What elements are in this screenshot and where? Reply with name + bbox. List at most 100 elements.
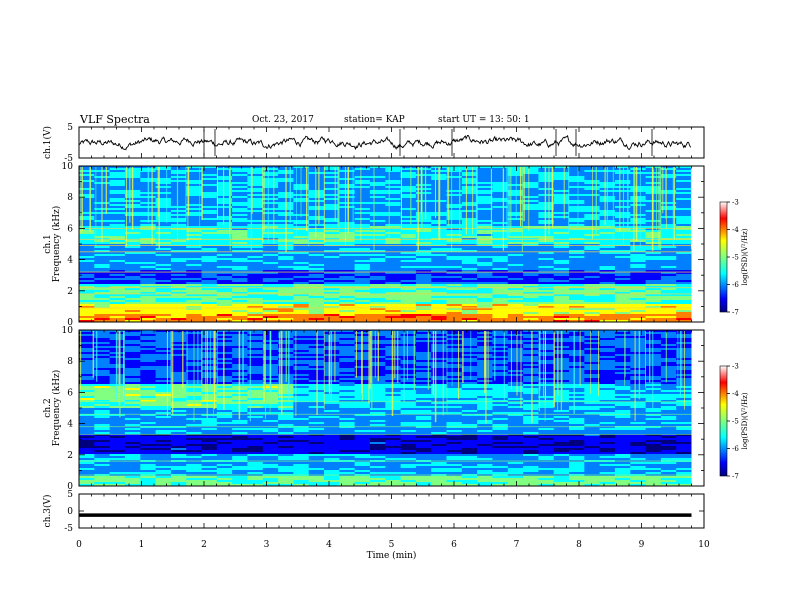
spec-cell <box>79 298 95 301</box>
spec-cell <box>109 280 126 283</box>
spec-cell <box>400 248 417 251</box>
spec-cell <box>385 260 402 263</box>
spec-cell <box>155 316 172 319</box>
spec-cell <box>477 182 493 185</box>
spec-cell <box>492 270 509 273</box>
spec-cell <box>109 290 126 293</box>
spec-cell <box>660 220 677 223</box>
spec-cell <box>538 256 555 259</box>
spec-cell <box>308 194 325 197</box>
spec-cell <box>278 288 294 291</box>
spec-cell <box>569 370 585 373</box>
spec-cell <box>247 224 264 227</box>
spec-cell <box>369 318 386 321</box>
spec-cell <box>523 274 539 277</box>
spec-cell <box>278 292 294 295</box>
spec-cell <box>201 378 218 381</box>
spec-cell <box>170 392 187 395</box>
spec-cell <box>461 236 478 239</box>
spec-cell <box>676 384 693 387</box>
spec-cell <box>630 396 647 399</box>
spec-cell <box>140 358 157 361</box>
spec-cell <box>293 232 310 235</box>
spec-cell <box>553 202 570 205</box>
spec-cell <box>630 166 647 169</box>
spec-cell <box>216 170 233 173</box>
spec-cell <box>369 232 386 235</box>
spec-cell <box>614 234 631 237</box>
spec-cell <box>354 298 371 301</box>
spec-cell <box>553 208 570 211</box>
spec-cell <box>109 404 126 407</box>
spec-cell <box>262 178 279 181</box>
spec-cell <box>201 220 218 223</box>
spec-cell <box>109 294 126 297</box>
spec-cell <box>385 314 402 317</box>
spec-cell <box>431 358 448 361</box>
spec-cell <box>492 180 509 183</box>
spec-cell <box>553 184 570 187</box>
spec-cell <box>614 396 631 399</box>
spec-cell <box>614 340 631 343</box>
spec-cell <box>569 366 585 369</box>
spec-cell <box>339 200 356 203</box>
spec-cell <box>232 274 248 277</box>
spec-cell <box>232 192 248 195</box>
spec-cell <box>79 314 95 317</box>
spec-cell <box>155 350 172 353</box>
spec-cell <box>124 292 141 295</box>
spec-cell <box>170 284 187 287</box>
spec-cell <box>354 188 371 191</box>
spec-cell <box>507 370 524 373</box>
spec-cell <box>339 202 356 205</box>
spec-cell <box>630 372 647 375</box>
spec-cell <box>446 362 463 365</box>
spec-cell <box>431 316 448 319</box>
spec-cell <box>170 300 187 303</box>
spec-cell <box>354 216 371 219</box>
spec-cell <box>293 226 310 229</box>
spec-cell <box>385 318 402 321</box>
spec-cell <box>79 182 95 185</box>
spec-cell <box>645 254 662 257</box>
spec-cell <box>446 226 463 229</box>
spec-cell <box>676 240 693 243</box>
spec-cell <box>247 382 264 385</box>
spec-cell <box>308 192 325 195</box>
spec-cell <box>262 308 279 311</box>
spec-cell <box>660 252 677 255</box>
spec-cell <box>630 182 647 185</box>
spec-cell <box>339 330 356 333</box>
spec-cell <box>109 332 126 335</box>
spec-cell <box>140 400 157 403</box>
spec-cell <box>369 404 386 407</box>
spec-cell <box>79 294 95 297</box>
spec-cell <box>538 344 555 347</box>
spec-cell <box>324 274 340 277</box>
spec-cell <box>614 376 631 379</box>
spec-cell <box>477 212 493 215</box>
spec-cell <box>94 382 111 385</box>
spec-cell <box>247 284 264 287</box>
spec-cell <box>507 332 524 335</box>
spec-cell <box>278 398 294 401</box>
spec-cell <box>278 274 294 277</box>
spec-cell <box>79 348 95 351</box>
spec-cell <box>170 224 187 227</box>
spec-cell <box>630 316 647 319</box>
spec-cell <box>507 378 524 381</box>
spec-cell <box>247 250 264 253</box>
spec-cell <box>523 184 539 187</box>
spec-cell <box>170 352 187 355</box>
spec-cell <box>492 344 509 347</box>
spec-cell <box>308 172 325 175</box>
spec-cell <box>385 218 402 221</box>
spec-cell <box>79 346 95 349</box>
spec-cell <box>201 298 218 301</box>
spec-cell <box>109 390 126 393</box>
spec-cell <box>614 342 631 345</box>
spec-cell <box>492 290 509 293</box>
spec-cell <box>247 220 264 223</box>
spec-cell <box>278 290 294 293</box>
spec-cell <box>79 308 95 311</box>
